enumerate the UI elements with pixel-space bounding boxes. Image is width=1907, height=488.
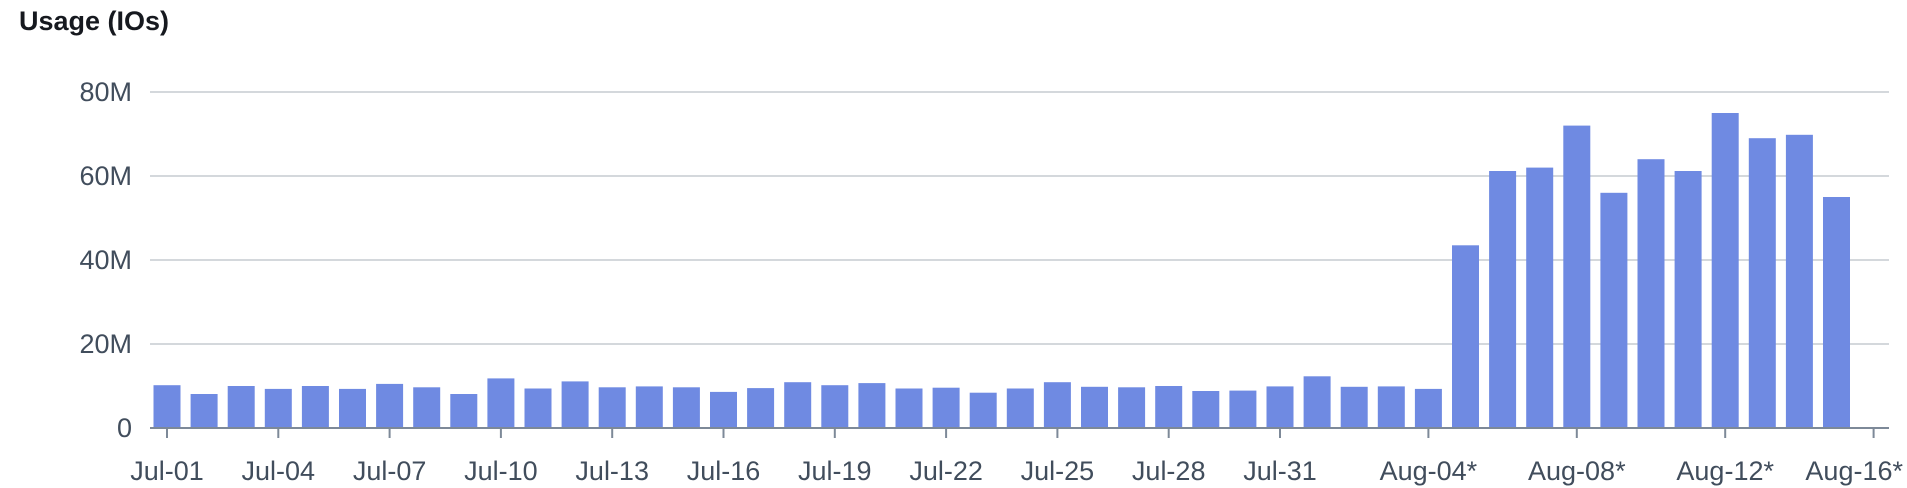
y-tick-label: 80M — [79, 77, 132, 107]
bar[interactable] — [747, 388, 775, 428]
bar[interactable] — [376, 383, 404, 428]
bar[interactable] — [1229, 390, 1257, 428]
bar[interactable] — [487, 378, 515, 428]
x-tick-label: Jul-25 — [1021, 456, 1095, 486]
bars — [153, 113, 1850, 429]
bar[interactable] — [710, 391, 737, 428]
x-tick-label: Jul-16 — [687, 456, 761, 486]
bar[interactable] — [1118, 387, 1146, 428]
y-tick-label: 40M — [79, 245, 132, 275]
bar[interactable] — [1748, 138, 1776, 428]
bar[interactable] — [1192, 391, 1220, 428]
bar[interactable] — [1600, 192, 1628, 428]
bar[interactable] — [301, 386, 329, 428]
x-tick-label: Aug-16* — [1805, 456, 1903, 486]
x-tick-label: Jul-01 — [130, 456, 204, 486]
bar[interactable] — [1414, 388, 1442, 428]
bar[interactable] — [1637, 159, 1665, 428]
bar[interactable] — [339, 388, 366, 428]
y-tick-label: 0 — [117, 413, 132, 443]
bar[interactable] — [1674, 171, 1702, 428]
bar[interactable] — [524, 388, 552, 429]
chart-title: Usage (IOs) — [19, 6, 170, 36]
bar[interactable] — [264, 388, 292, 428]
grid-lines — [150, 91, 1889, 345]
bar[interactable] — [1155, 386, 1183, 428]
bar[interactable] — [1340, 386, 1368, 428]
bar[interactable] — [153, 385, 181, 428]
bar[interactable] — [450, 394, 478, 428]
y-tick-label: 60M — [79, 161, 132, 191]
x-tick-label: Aug-12* — [1676, 456, 1774, 486]
x-tick-label: Jul-10 — [464, 456, 538, 486]
x-tick-label: Aug-04* — [1380, 456, 1478, 486]
bar[interactable] — [895, 388, 923, 429]
bar[interactable] — [1823, 197, 1850, 428]
y-tick-label: 20M — [79, 329, 132, 359]
bar[interactable] — [413, 387, 441, 428]
bar[interactable] — [1785, 134, 1813, 429]
bar[interactable] — [672, 387, 700, 428]
bar[interactable] — [784, 382, 812, 428]
y-axis-labels: 0 20M 40M 60M 80M — [79, 77, 132, 443]
bar[interactable] — [1711, 113, 1739, 428]
x-tick-label: Aug-08* — [1528, 456, 1626, 486]
bar[interactable] — [190, 394, 218, 428]
bar[interactable] — [1006, 388, 1034, 429]
bar[interactable] — [1377, 386, 1405, 428]
bar[interactable] — [821, 385, 849, 428]
bar[interactable] — [1266, 386, 1294, 428]
bar[interactable] — [635, 386, 663, 428]
bar[interactable] — [227, 386, 255, 428]
bar[interactable] — [561, 381, 589, 428]
x-tick-label: Jul-13 — [575, 456, 649, 486]
bar[interactable] — [1563, 125, 1591, 428]
bar[interactable] — [1043, 382, 1071, 428]
x-tick-label: Jul-07 — [353, 456, 427, 486]
x-tick-label: Jul-22 — [909, 456, 983, 486]
bar[interactable] — [932, 387, 960, 428]
x-tick-label: Jul-28 — [1132, 456, 1206, 486]
bar[interactable] — [1452, 245, 1479, 428]
bar[interactable] — [1081, 386, 1108, 428]
bar[interactable] — [969, 392, 997, 428]
x-tick-label: Jul-19 — [798, 456, 872, 486]
bar[interactable] — [1489, 171, 1517, 428]
bar[interactable] — [858, 383, 886, 428]
x-axis-labels: Jul-01 Jul-04 Jul-07 Jul-10 Jul-13 Jul-16 Jul-… — [130, 456, 1903, 486]
bar[interactable] — [1303, 376, 1331, 428]
bar[interactable] — [598, 387, 626, 428]
x-axis — [150, 427, 1889, 438]
bar[interactable] — [1526, 167, 1554, 428]
x-tick-label: Jul-04 — [242, 456, 316, 486]
x-tick-label: Jul-31 — [1243, 456, 1317, 486]
